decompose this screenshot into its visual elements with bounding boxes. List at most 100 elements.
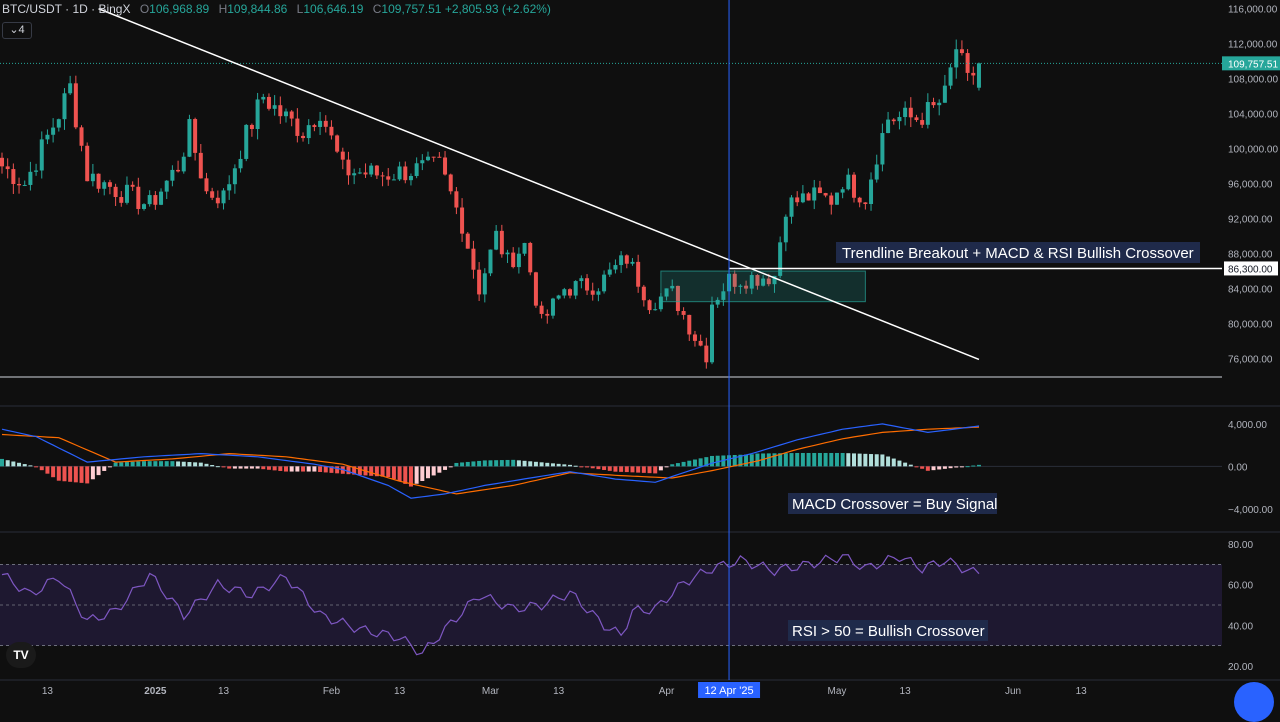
symbol-title[interactable]: BTC/USDT · 1D · BingX [2,2,131,16]
rsi-tick-label: 60.00 [1228,581,1253,592]
candle-body [443,157,448,175]
macd-histogram-bar [886,456,891,467]
price-tick-label: 116,000.00 [1228,5,1278,16]
cursor-date-badge [698,682,761,698]
macd-histogram-bar [806,452,811,467]
candle-body [869,179,874,205]
candle-body [346,159,351,176]
candle-body [153,195,158,205]
candle-body [465,233,470,249]
candle-body [119,197,124,203]
low-value: 106,646.19 [303,2,364,16]
candle-body [732,273,737,287]
candle-body [948,67,953,86]
candle-body [431,156,436,158]
candle-body [204,178,209,192]
macd-histogram-bar [976,464,981,467]
candle-body [0,157,4,167]
candle-body [903,107,908,118]
chart-canvas[interactable]: 116,000.00 112,000.00 108,000.00 104,000.00… [0,0,1280,701]
macd-histogram-bar [954,466,959,468]
macd-histogram-bar [312,466,317,472]
macd-histogram-bar [749,454,754,467]
candle-body [238,158,243,169]
chat-fab-button[interactable] [1234,682,1274,722]
macd-histogram-bar [380,466,385,477]
candle-body [539,305,544,314]
candle-body [624,255,629,264]
candle-body [17,184,22,186]
macd-histogram-bar [119,462,124,467]
candle-body [96,173,101,189]
time-tick-label: 13 [218,686,230,697]
rsi-annotation: RSI > 50 = Bullish Crossover [792,623,985,640]
candle-body [687,314,692,335]
candle-body [817,187,822,194]
macd-histogram-bar [488,460,493,467]
candle-body [312,125,317,127]
macd-histogram-bar [437,466,442,473]
indicators-toggle-button[interactable]: ⌄4 [2,22,32,39]
rsi-band [0,564,1222,646]
candle-body [812,187,817,201]
macd-histogram-bar [0,458,4,467]
candle-body [403,166,408,181]
annotation-bg [788,620,988,641]
candle-body [783,216,788,243]
macd-histogram-bar [692,459,697,467]
macd-histogram-bar [323,466,328,473]
macd-histogram-bar [318,466,323,472]
candle-body [556,295,561,299]
candle-body [823,193,828,196]
macd-histogram-bar [369,466,374,476]
candle-body [959,49,964,54]
candle-body [340,151,345,160]
macd-histogram-bar [647,466,652,474]
macd-histogram-bar [840,452,845,467]
descending-trendline [98,8,980,361]
macd-histogram-bar [454,462,459,467]
candle-body [744,285,749,289]
price-tick-label: 80,000.00 [1228,320,1273,331]
cursor-date-label: 12 Apr '25 [704,685,753,697]
macd-histogram-bar [687,460,692,467]
macd-histogram-bar [113,462,118,467]
macd-histogram-bar [959,466,964,468]
candle-body [181,156,186,172]
candle-body [102,182,107,189]
candle-body [755,275,760,286]
macd-histogram-bar [386,466,391,478]
macd-histogram-bar [85,466,90,484]
rsi-tick-label: 20.00 [1228,662,1253,673]
macd-histogram-bar [937,466,942,470]
macd-histogram-bar [164,461,169,467]
macd-histogram-bar [590,466,595,469]
price-tick-label: 100,000.00 [1228,145,1278,156]
macd-histogram-bar [227,466,232,469]
macd-histogram-bar [800,452,805,467]
macd-histogram-bar [942,466,947,469]
macd-histogram-bar [545,462,550,467]
macd-histogram-bar [738,454,743,467]
candle-body [261,96,266,100]
candle-body [56,119,61,128]
macd-histogram-bar [511,459,516,467]
candle-body [516,253,521,268]
candle-body [221,190,226,204]
macd-histogram-bar [244,466,249,469]
candle-body [704,345,709,363]
price-tick-label: 104,000.00 [1228,110,1278,121]
candle-body [39,139,44,171]
macd-histogram-bar [925,466,930,471]
tradingview-logo-icon[interactable]: TV [6,642,36,668]
candle-body [159,191,164,205]
candle-body [914,117,919,121]
candle-body [51,127,56,135]
macd-histogram-bar [505,459,510,467]
candle-body [908,107,913,118]
change-value: +2,805.93 (+2.62%) [444,2,551,16]
candle-body [306,125,311,139]
macd-histogram-bar [897,460,902,467]
candle-body [573,281,578,296]
